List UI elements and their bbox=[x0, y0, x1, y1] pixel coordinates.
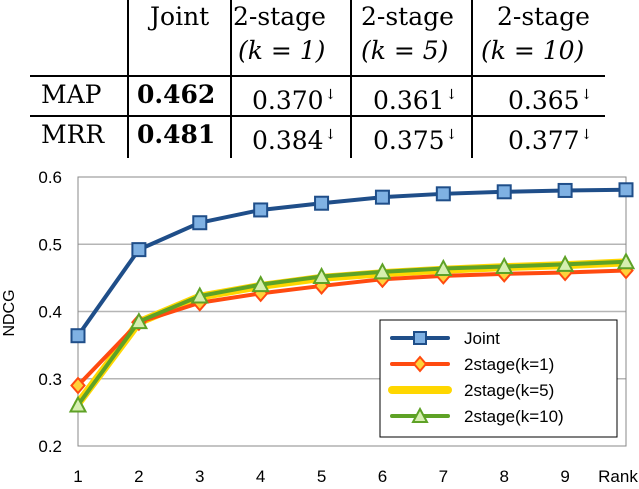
table-header-rule bbox=[30, 75, 605, 77]
col-header-k5-line1: 2-stage bbox=[361, 2, 454, 31]
mrr-k5-number: 0.375 bbox=[373, 126, 445, 155]
triangle-marker bbox=[312, 266, 331, 285]
y-tick-label: 0.4 bbox=[38, 303, 62, 322]
down-arrow-icon: ↓ bbox=[580, 127, 593, 143]
x-tick-label: 1 bbox=[73, 467, 82, 486]
square-marker bbox=[374, 189, 390, 205]
square-marker bbox=[557, 182, 573, 198]
down-arrow-icon: ↓ bbox=[445, 127, 458, 143]
map-k10-number: 0.365 bbox=[508, 86, 580, 115]
legend-label: 2stage(k=5) bbox=[464, 381, 554, 400]
mrr-k1-value: 0.384↓ bbox=[252, 120, 336, 156]
col-header-joint: Joint bbox=[150, 2, 210, 31]
square-marker bbox=[131, 242, 147, 258]
series-2stage(k=10) bbox=[68, 252, 636, 413]
x-tick-label: 6 bbox=[378, 467, 387, 486]
col-header-k10-line2: (k = 10) bbox=[481, 36, 585, 65]
mrr-joint-value: 0.481 bbox=[137, 120, 216, 149]
square-marker bbox=[314, 195, 330, 211]
down-arrow-icon: ↓ bbox=[445, 87, 458, 103]
triangle-marker bbox=[129, 311, 149, 330]
triangle-marker bbox=[190, 286, 209, 304]
triangle-marker bbox=[555, 254, 575, 272]
y-axis-title: NDCG bbox=[1, 289, 18, 336]
col-header-k5-line2: (k = 5) bbox=[361, 36, 449, 65]
col-header-k10-line1: 2-stage bbox=[497, 2, 590, 31]
legend-label: 2stage(k=10) bbox=[464, 407, 564, 426]
x-tick-label: 5 bbox=[317, 467, 326, 486]
mrr-k5-value: 0.375↓ bbox=[373, 120, 457, 156]
map-k1-value: 0.370↓ bbox=[252, 80, 336, 116]
series-line bbox=[76, 259, 628, 407]
y-tick-label: 0.2 bbox=[38, 437, 62, 456]
legend-label: 2stage(k=1) bbox=[464, 355, 554, 374]
diamond-marker bbox=[412, 355, 428, 373]
square-marker bbox=[618, 182, 634, 198]
triangle-marker bbox=[434, 258, 453, 276]
map-k10-value: 0.365↓ bbox=[508, 80, 592, 116]
x-tick-label: 4 bbox=[256, 467, 265, 486]
map-joint-value: 0.462 bbox=[137, 80, 216, 109]
series-line bbox=[76, 268, 628, 388]
y-tick-label: 0.3 bbox=[38, 370, 62, 389]
map-k5-value: 0.361↓ bbox=[373, 80, 457, 116]
table-vline-4 bbox=[471, 0, 473, 158]
map-k5-number: 0.361 bbox=[373, 86, 445, 115]
legend-label: Joint bbox=[464, 329, 500, 348]
square-marker bbox=[253, 202, 269, 218]
plot-frame bbox=[77, 176, 627, 447]
x-tick-label: 9 bbox=[560, 467, 569, 486]
legend-item: Joint bbox=[390, 329, 500, 348]
down-arrow-icon: ↓ bbox=[580, 87, 593, 103]
x-tick-label: 7 bbox=[439, 467, 448, 486]
x-tick-labels: 1 2 3 4 5 6 7 8 9 Rank bbox=[73, 467, 638, 486]
diamond-marker bbox=[70, 376, 86, 395]
x-tick-label: 3 bbox=[195, 467, 204, 486]
legend-item: 2stage(k=10) bbox=[390, 406, 564, 426]
mrr-k10-number: 0.377 bbox=[508, 126, 580, 155]
table-vline-2 bbox=[230, 0, 232, 158]
series-line bbox=[76, 187, 628, 338]
mrr-k10-value: 0.377↓ bbox=[508, 120, 592, 156]
triangle-marker bbox=[495, 256, 514, 274]
col-header-k1-line1: 2-stage bbox=[233, 2, 326, 31]
x-tick-label: 2 bbox=[134, 467, 143, 486]
y-tick-label: 0.6 bbox=[38, 168, 62, 187]
square-marker bbox=[70, 328, 86, 344]
legend: Joint 2stage(k=1) 2stage(k=5) 2stage(k=10) bbox=[379, 319, 618, 438]
triangle-marker bbox=[68, 395, 88, 413]
x-axis-title: Rank bbox=[598, 467, 638, 486]
y-tick-labels: 0.2 0.3 0.4 0.5 0.6 bbox=[38, 168, 62, 456]
table-row-rule bbox=[30, 115, 605, 117]
map-k1-number: 0.370 bbox=[252, 86, 324, 115]
table-vline-3 bbox=[350, 0, 352, 158]
down-arrow-icon: ↓ bbox=[324, 127, 337, 143]
square-marker bbox=[496, 184, 512, 200]
series-layer bbox=[68, 182, 636, 413]
col-header-k1-line2: (k = 1) bbox=[238, 36, 326, 65]
row-label-map: MAP bbox=[41, 80, 102, 109]
square-marker bbox=[435, 186, 451, 202]
triangle-marker bbox=[251, 274, 270, 293]
legend-item: 2stage(k=5) bbox=[388, 381, 554, 400]
triangle-marker bbox=[373, 262, 392, 280]
series-Joint bbox=[70, 182, 634, 344]
x-tick-label: 8 bbox=[499, 467, 508, 486]
ndcg-line-chart: 0.2 0.3 0.4 0.5 0.6 1 2 3 4 5 6 7 8 9 Rank NDCG Joint… bbox=[1, 168, 638, 486]
square-marker bbox=[192, 215, 208, 231]
mrr-k1-number: 0.384 bbox=[252, 126, 324, 155]
legend-item: 2stage(k=1) bbox=[390, 355, 554, 374]
triangle-marker bbox=[411, 406, 429, 423]
y-tick-label: 0.5 bbox=[38, 235, 62, 254]
down-arrow-icon: ↓ bbox=[324, 87, 337, 103]
row-label-mrr: MRR bbox=[41, 120, 105, 149]
results-table: Joint 2-stage (k = 1) 2-stage (k = 5) 2-… bbox=[0, 0, 639, 160]
triangle-marker bbox=[616, 252, 636, 270]
square-marker bbox=[413, 331, 427, 345]
table-vline-1 bbox=[127, 0, 129, 158]
